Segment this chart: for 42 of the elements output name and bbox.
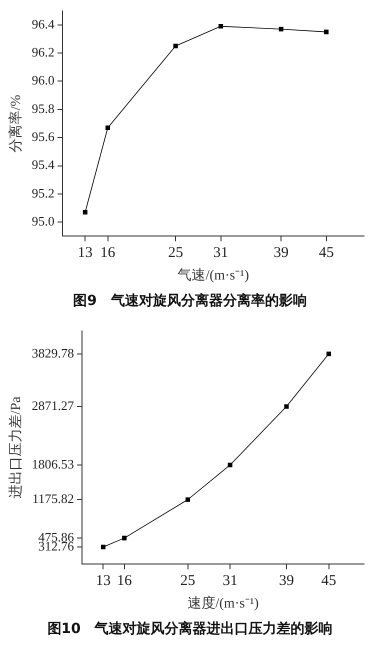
y-tick-label: 1175.82 <box>32 491 74 506</box>
y-tick-label: 95.4 <box>32 157 56 172</box>
x-tick-label: 39 <box>274 245 289 262</box>
x-tick-label: 25 <box>180 573 196 590</box>
point <box>324 30 329 34</box>
x-tick-label: 45 <box>321 573 336 590</box>
x-tick-label: 31 <box>213 245 228 262</box>
y-tick-label: 95.6 <box>32 129 56 144</box>
point <box>326 352 332 356</box>
y-tick-label: 2871.27 <box>32 398 75 413</box>
x-tick-label: 16 <box>116 573 132 590</box>
point <box>82 210 88 215</box>
y-tick-label: 95.8 <box>32 100 55 116</box>
text: 图10 气速对旋风分离器进出口压力差的影响 <box>46 620 334 638</box>
y-axis-title: 分离率/% <box>8 94 24 152</box>
point <box>218 24 224 29</box>
y-tick-label: 95.2 <box>32 185 55 200</box>
y-tick-label: 95.0 <box>32 214 55 229</box>
y-tick-label: 96.0 <box>32 72 55 88</box>
point <box>106 125 110 130</box>
x-tick-label: 16 <box>100 245 116 262</box>
x-tick-label: 13 <box>96 573 111 590</box>
x-tick-label: 13 <box>78 245 93 262</box>
point <box>186 497 190 502</box>
x-tick-label: 31 <box>222 573 238 590</box>
point <box>278 26 284 32</box>
y-axis-title: 进出口压力差/Pa <box>8 396 24 498</box>
y-tick-label: 96.4 <box>32 16 56 32</box>
point <box>173 44 178 48</box>
point <box>284 404 289 409</box>
text: 图9 气速对旋风分离器分离率的影响 <box>72 292 308 310</box>
x-axis-title: 气速/(m·s⁻¹) <box>178 267 250 284</box>
x-tick-label: 39 <box>278 573 294 590</box>
x-tick-label: 25 <box>168 245 184 262</box>
x-axis-title: 速度/(m·s⁻¹) <box>187 595 260 612</box>
y-tick-label: 1806.53 <box>32 456 74 472</box>
point <box>122 536 127 540</box>
x-tick-label: 45 <box>318 245 334 262</box>
point <box>228 462 232 468</box>
point <box>100 544 106 550</box>
y-tick-label: 96.2 <box>32 44 55 60</box>
y-tick-label: 3829.78 <box>32 345 74 360</box>
